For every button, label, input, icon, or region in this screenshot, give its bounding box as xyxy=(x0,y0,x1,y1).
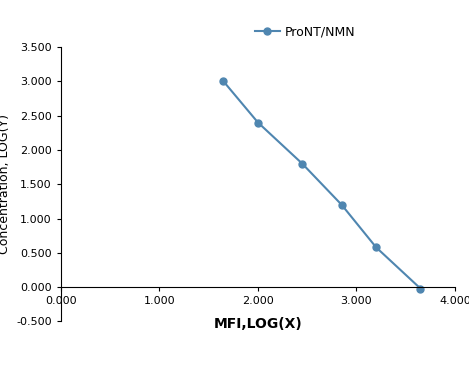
ProNT/NMN xyxy=(299,162,305,166)
ProNT/NMN xyxy=(255,120,261,125)
ProNT/NMN xyxy=(339,202,344,207)
Y-axis label: Concentration, LOG(Y): Concentration, LOG(Y) xyxy=(0,114,11,254)
Legend: ProNT/NMN: ProNT/NMN xyxy=(250,20,361,44)
ProNT/NMN xyxy=(373,245,379,250)
ProNT/NMN xyxy=(417,286,423,291)
X-axis label: MFI,LOG(X): MFI,LOG(X) xyxy=(213,317,303,331)
Line: ProNT/NMN: ProNT/NMN xyxy=(220,78,424,292)
ProNT/NMN xyxy=(220,79,226,84)
